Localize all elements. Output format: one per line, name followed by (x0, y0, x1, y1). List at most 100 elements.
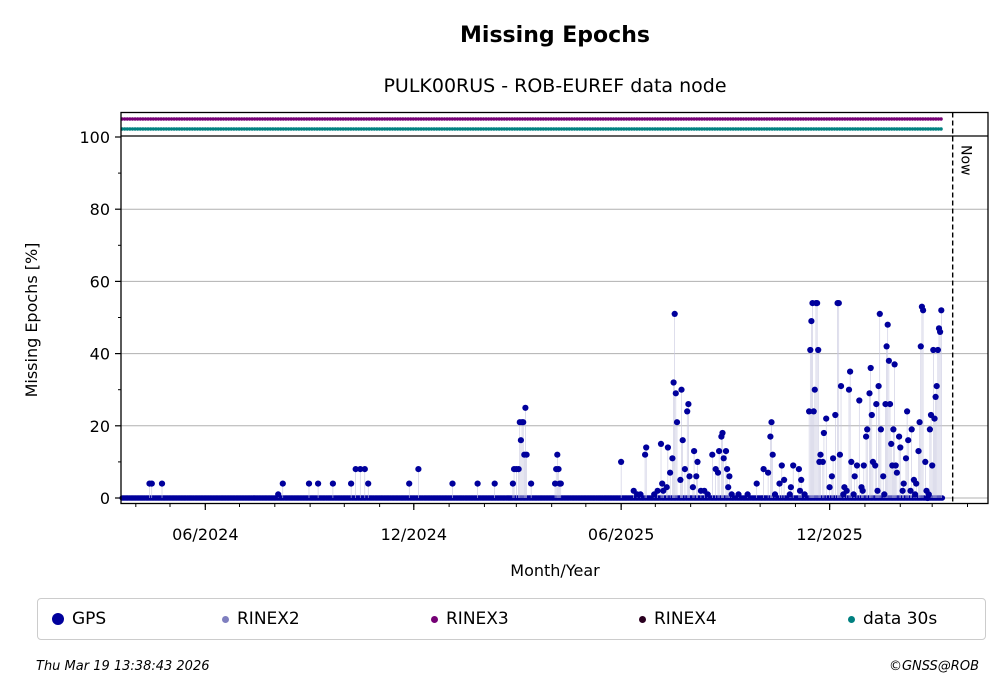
band-point (588, 117, 592, 121)
band-point (715, 117, 720, 121)
band-point (861, 117, 865, 121)
band-point (445, 117, 449, 121)
gps-point (888, 440, 895, 447)
band-point (513, 117, 517, 121)
gps-point (795, 466, 803, 473)
band-point (614, 127, 618, 131)
legend-item-gps: GPS (52, 599, 106, 639)
band-point (242, 117, 246, 121)
gps-point (934, 346, 942, 354)
band-point (398, 117, 402, 121)
band-point (708, 127, 712, 131)
band-point (341, 117, 345, 121)
band-point (728, 117, 733, 121)
band-point (866, 127, 870, 131)
gps-point (664, 444, 672, 451)
band-point (728, 127, 733, 131)
band-point (708, 117, 712, 121)
band-point (377, 117, 382, 121)
band-point (219, 127, 223, 131)
band-point (169, 127, 174, 131)
band-point (648, 117, 652, 121)
band-point (432, 117, 436, 121)
band-point (650, 117, 655, 121)
band-point (263, 117, 267, 121)
band-point (897, 117, 902, 121)
band-point (354, 117, 358, 121)
band-point (221, 127, 226, 131)
band-point (203, 117, 207, 121)
gps-point (885, 357, 893, 364)
band-point (640, 117, 644, 121)
band-point (515, 127, 519, 131)
gps-point (679, 437, 686, 444)
band-point (286, 117, 291, 121)
legend-label-rinex4: RINEX4 (654, 609, 717, 629)
gps-point (722, 448, 730, 455)
gps-point (883, 343, 890, 350)
band-point (923, 127, 928, 131)
band-point (328, 117, 332, 121)
band-point (208, 117, 213, 121)
band-point (463, 127, 467, 131)
band-point (593, 127, 597, 131)
band-point (822, 117, 826, 121)
band-point (505, 127, 509, 131)
band-point (752, 127, 756, 131)
gps-point (684, 408, 691, 415)
band-point (747, 127, 751, 131)
band-point (219, 117, 223, 121)
band-point (835, 127, 839, 131)
band-point (175, 127, 179, 131)
band-point (843, 117, 847, 121)
band-point (814, 117, 818, 121)
gps-point (886, 401, 894, 408)
band-point (705, 127, 709, 131)
band-point (125, 117, 129, 121)
band-point (281, 117, 285, 121)
band-point (871, 127, 876, 131)
band-point (931, 117, 935, 121)
band-point (806, 127, 811, 131)
band-point (520, 117, 525, 121)
band-point (788, 127, 792, 131)
band-point (286, 127, 291, 131)
band-point (180, 127, 184, 131)
band-point (409, 117, 413, 121)
legend-marker-data-30s (848, 615, 855, 623)
band-point (539, 117, 543, 121)
band-point (349, 127, 353, 131)
band-point (851, 127, 855, 131)
gps-point (817, 451, 824, 458)
band-point (268, 127, 272, 131)
band-point (232, 117, 236, 121)
band-point (890, 117, 894, 121)
band-point (310, 127, 314, 131)
band-point (242, 127, 246, 131)
band-point (328, 127, 332, 131)
band-point (718, 127, 722, 131)
band-point (266, 117, 270, 121)
gps-point (671, 310, 678, 317)
band-point (429, 117, 434, 121)
band-point (289, 117, 293, 121)
gps-point (520, 419, 527, 426)
band-point (336, 117, 340, 121)
gps-point (522, 404, 529, 411)
band-point (715, 127, 720, 131)
band-point (237, 117, 241, 121)
band-point (401, 127, 405, 131)
band-point (864, 127, 868, 131)
band-point (463, 117, 467, 121)
band-point (936, 127, 941, 131)
band-point (476, 117, 480, 121)
band-point (702, 117, 707, 121)
gps-point (654, 487, 661, 494)
band-point (474, 127, 478, 131)
gps-point (835, 300, 842, 307)
footer-timestamp: Thu Mar 19 13:38:43 2026 (36, 659, 210, 674)
band-point (206, 117, 210, 121)
gps-point (920, 307, 927, 314)
band-point (718, 117, 722, 121)
band-point (726, 117, 730, 121)
